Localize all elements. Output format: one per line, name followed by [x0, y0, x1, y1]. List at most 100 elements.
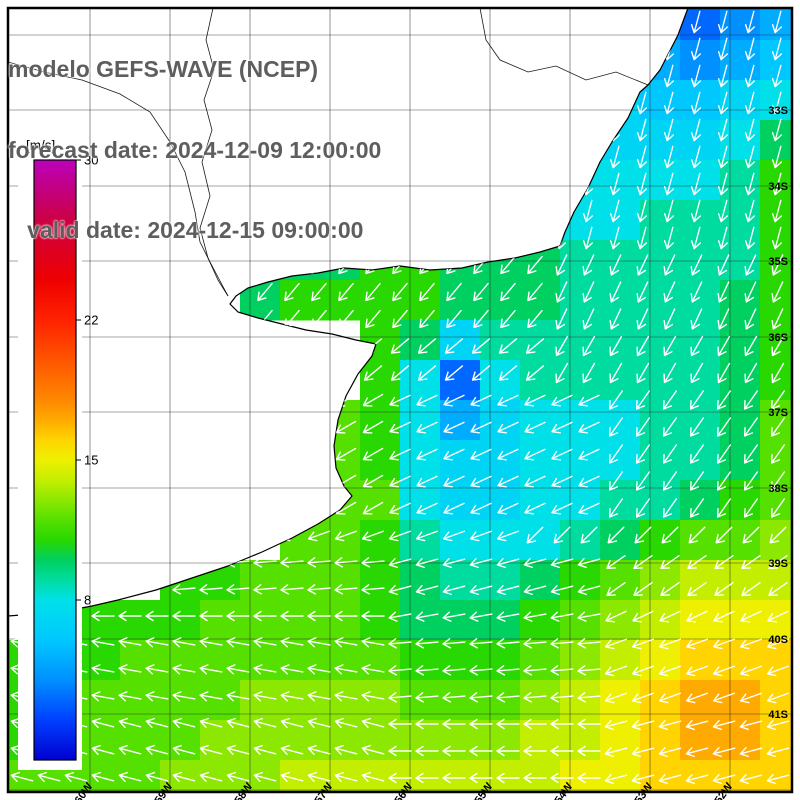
- wind-arrow: [689, 390, 705, 410]
- wind-arrow: [172, 744, 196, 756]
- wind-arrow: [717, 10, 729, 34]
- wind-arrow: [470, 502, 492, 515]
- wind-arrow: [523, 638, 547, 649]
- colorbar-unit: [m/s]: [26, 138, 55, 153]
- field-cell: [560, 640, 601, 681]
- wind-arrow: [496, 611, 520, 622]
- wind-arrow: [766, 665, 790, 677]
- wind-arrow: [739, 665, 763, 677]
- wind-arrow: [118, 744, 142, 756]
- colorbar-gradient: [33, 159, 77, 761]
- wind-arrow: [606, 581, 626, 597]
- wind-arrow: [365, 282, 381, 302]
- lat-label: 33S: [768, 105, 788, 117]
- wind-arrow: [744, 226, 756, 250]
- field-cell: [760, 120, 792, 161]
- field-cell: [240, 760, 281, 792]
- wind-arrow: [415, 530, 439, 542]
- wind-arrow: [253, 771, 277, 783]
- wind-arrow: [442, 530, 466, 542]
- field-cell: [640, 8, 681, 41]
- wind-arrow: [685, 638, 709, 650]
- wind-arrow: [388, 665, 412, 676]
- wind-arrow: [658, 638, 682, 650]
- wind-arrow: [307, 691, 331, 702]
- wind-arrow: [91, 771, 115, 783]
- wind-arrow: [717, 281, 730, 303]
- wind-arrow: [636, 362, 650, 384]
- field-cell: [480, 640, 521, 681]
- wind-arrow: [469, 584, 493, 596]
- wind-arrow: [662, 498, 678, 518]
- wind-arrow: [685, 773, 709, 785]
- wind-arrow: [497, 421, 519, 434]
- field-cell: [160, 640, 201, 681]
- field-cell: [720, 520, 761, 561]
- wind-arrow: [497, 448, 519, 461]
- wind-arrow: [469, 557, 493, 569]
- wind-arrow: [739, 692, 763, 704]
- wind-arrow: [524, 475, 546, 488]
- wind-arrow: [415, 692, 439, 703]
- wind-arrow: [523, 557, 547, 569]
- wind-arrow: [307, 664, 331, 675]
- field-cell: [640, 760, 681, 792]
- wind-arrow: [307, 557, 331, 568]
- wind-arrow: [743, 444, 759, 464]
- wind-arrow: [118, 664, 142, 675]
- wind-arrow: [770, 390, 786, 410]
- wind-arrow: [443, 502, 465, 515]
- wind-arrow: [361, 771, 385, 783]
- wind-arrow: [771, 254, 784, 276]
- wind-arrow: [608, 498, 624, 518]
- wind-arrow: [338, 309, 354, 329]
- lat-label: 41S: [768, 709, 788, 721]
- field-cell: [320, 560, 361, 601]
- wind-arrow: [64, 771, 88, 783]
- wind-arrow: [550, 557, 574, 569]
- wind-arrow: [91, 664, 115, 675]
- wind-arrow: [662, 390, 678, 410]
- field-cell: [720, 120, 761, 161]
- wind-arrow: [497, 394, 519, 407]
- field-cell: [680, 160, 721, 201]
- wind-arrow: [663, 362, 677, 384]
- wind-arrow: [635, 390, 651, 410]
- wind-arrow: [690, 91, 702, 115]
- wind-arrow: [361, 691, 385, 702]
- wind-arrow: [577, 772, 601, 784]
- wind-arrow: [388, 557, 412, 569]
- wind-arrow: [716, 471, 732, 491]
- field-cell: [760, 760, 792, 792]
- wind-arrow: [416, 394, 438, 407]
- wind-arrow: [555, 172, 567, 196]
- wind-arrow: [689, 417, 705, 437]
- wind-arrow: [743, 390, 759, 410]
- wind-arrow: [280, 637, 304, 648]
- field-cell: [440, 520, 481, 561]
- wind-arrow: [609, 335, 623, 357]
- wind-arrow: [496, 638, 520, 649]
- wind-arrow: [444, 365, 464, 381]
- field-cell: [560, 560, 601, 601]
- wind-arrow: [446, 309, 462, 329]
- wind-arrow: [663, 254, 676, 276]
- wind-arrow: [609, 362, 623, 384]
- field-cell: [720, 560, 761, 601]
- wind-arrow: [582, 199, 594, 223]
- wind-arrow: [361, 717, 385, 729]
- wind-arrow: [496, 584, 520, 596]
- field-cell: [680, 480, 721, 521]
- wind-arrow: [253, 717, 277, 729]
- wind-arrow: [469, 772, 493, 784]
- field-cell: [320, 480, 361, 521]
- wind-arrow: [280, 557, 304, 568]
- field-cell: [560, 240, 601, 281]
- wind-arrow: [631, 719, 655, 731]
- field-cell: [160, 680, 201, 721]
- field-cell: [560, 8, 601, 41]
- wind-arrow: [469, 638, 493, 649]
- field-cell: [600, 560, 641, 601]
- wind-arrow: [280, 664, 304, 675]
- wind-arrow: [744, 254, 757, 276]
